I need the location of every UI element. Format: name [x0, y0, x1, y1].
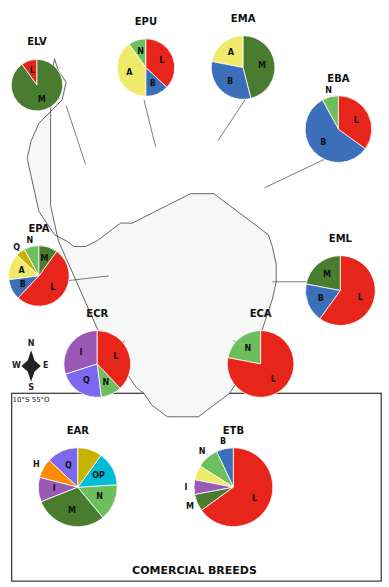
slice-label: L — [30, 66, 35, 75]
slice-label: N — [26, 236, 33, 245]
slice-label: B — [227, 77, 233, 86]
slice-label: L — [271, 375, 276, 384]
slice-label: Q — [13, 243, 20, 252]
slice-label: L — [252, 494, 257, 503]
slice-label: N — [325, 86, 332, 95]
slice-label: M — [38, 95, 46, 104]
slice-label: L — [358, 293, 363, 302]
pie-slice — [11, 59, 63, 111]
chart-title: ETB — [223, 425, 244, 436]
pie-slice — [227, 331, 294, 398]
pie-slice — [39, 246, 57, 276]
pie-chart — [38, 448, 117, 527]
pie-slice — [66, 364, 102, 397]
pie-chart — [305, 96, 372, 163]
pie-slice — [78, 485, 117, 518]
slice-label: A — [126, 68, 133, 77]
compass-label: S — [28, 383, 34, 392]
chart-title: EPA — [28, 223, 49, 234]
slice-label: L — [354, 116, 359, 125]
slice-label: H — [33, 460, 40, 469]
slice-label: B — [150, 79, 156, 88]
slice-label: B — [318, 294, 324, 303]
chart-title: ELV — [27, 36, 47, 47]
pie-slice — [320, 256, 375, 326]
connector — [218, 100, 245, 141]
slice-label: N — [102, 378, 109, 387]
pie-chart — [211, 36, 275, 100]
slice-label: B — [320, 138, 326, 147]
slice-label: B — [20, 280, 26, 289]
pie-slice — [78, 448, 101, 487]
pie-slice — [18, 251, 69, 306]
pie-slice — [97, 331, 130, 389]
figure-title: COMERCIAL BREEDS — [132, 564, 257, 577]
chart-title: ECR — [86, 308, 108, 319]
pie-chart — [305, 256, 375, 326]
slice-label: M — [186, 502, 194, 511]
slice-label: M — [68, 506, 76, 515]
pie-slice — [243, 36, 275, 99]
slice-label: Q — [65, 461, 72, 470]
pie-slice — [117, 44, 146, 96]
slice-label: L — [50, 283, 55, 292]
slice-label: N — [199, 447, 206, 456]
chart-title: EBA — [327, 73, 349, 84]
pie-chart — [11, 59, 63, 111]
slice-label: L — [113, 352, 118, 361]
pie-slice — [146, 39, 175, 88]
chart-title: EMA — [231, 13, 256, 24]
slice-label: M — [258, 61, 266, 70]
pie-chart — [9, 246, 70, 307]
compass-label: W — [12, 361, 21, 370]
pie-slice — [201, 448, 272, 527]
slice-label: N — [245, 344, 252, 353]
compass-label: E — [43, 361, 48, 370]
pie-chart — [194, 448, 273, 527]
slice-label: N — [137, 47, 144, 56]
chart-title: EML — [329, 233, 353, 244]
slice-label: L — [159, 56, 164, 65]
slice-label: A — [228, 48, 235, 57]
slice-label: A — [18, 266, 25, 275]
slice-label: N — [96, 492, 103, 501]
slice-label: I — [80, 348, 83, 357]
chart-title: EAR — [67, 425, 90, 436]
slice-label: M — [323, 270, 331, 279]
figure: NSEW10°S 55°OLMELVNABLEPUABMEMANBLEBANQA… — [0, 0, 389, 587]
slice-label: M — [41, 254, 49, 263]
pie-slice — [9, 255, 39, 280]
pie-chart — [117, 39, 175, 97]
chart-title: EPU — [135, 16, 157, 27]
slice-label: B — [220, 437, 226, 446]
compass-label: N — [28, 339, 35, 348]
pie-chart — [227, 331, 294, 398]
slice-label: I — [53, 484, 56, 493]
connector — [144, 100, 156, 147]
chart-title: ECA — [250, 308, 272, 319]
compass — [21, 350, 40, 381]
pie-slice — [338, 96, 371, 149]
connector — [66, 106, 85, 165]
compass-label: 10°S 55°O — [13, 396, 50, 404]
frame-box — [12, 393, 382, 581]
pie-chart — [64, 331, 131, 398]
slice-label: Q — [83, 376, 90, 385]
slice-label: I — [185, 483, 188, 492]
slice-label: OP — [92, 471, 105, 480]
